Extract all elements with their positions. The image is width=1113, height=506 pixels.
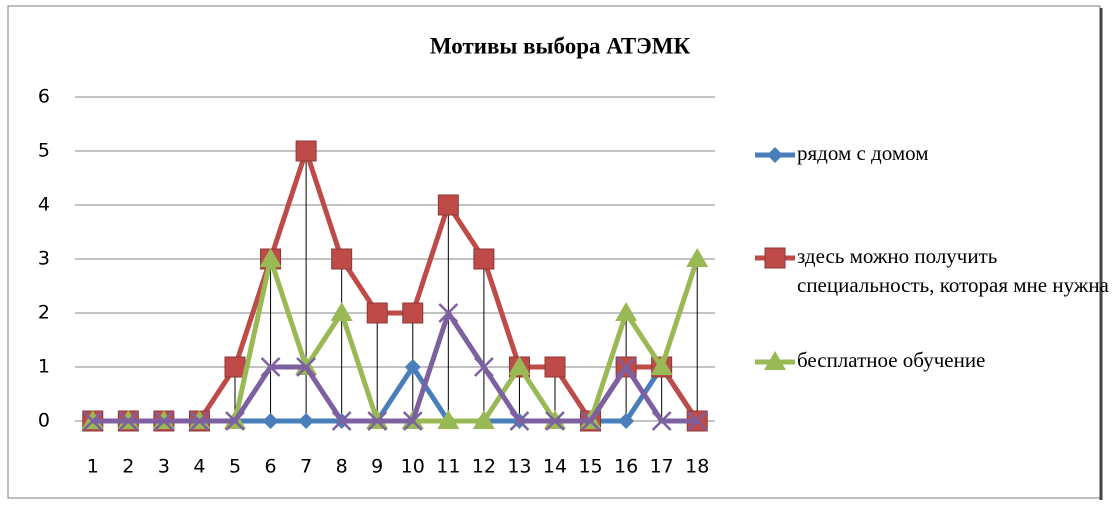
x-tick-label: 10 — [401, 456, 425, 478]
x-tick-label: 4 — [193, 456, 205, 478]
marker — [438, 303, 459, 323]
x-tick-label: 15 — [578, 456, 602, 478]
marker — [330, 302, 353, 321]
x-tick-label: 7 — [300, 456, 312, 478]
marker — [295, 140, 317, 162]
marker — [764, 351, 786, 370]
marker — [616, 357, 636, 377]
x-tick-label: 12 — [472, 456, 496, 478]
marker — [225, 411, 245, 431]
marker — [615, 302, 638, 321]
marker — [331, 248, 353, 270]
marker — [82, 411, 103, 431]
marker — [686, 248, 709, 267]
marker — [118, 411, 139, 431]
y-tick-label: 0 — [38, 410, 50, 432]
x-tick-label: 17 — [650, 456, 674, 478]
x-tick-label: 3 — [158, 456, 170, 478]
marker — [367, 411, 388, 431]
y-tick-label: 2 — [38, 302, 50, 324]
marker — [437, 194, 459, 216]
y-tick-label: 3 — [38, 248, 50, 270]
marker — [366, 302, 388, 324]
x-tick-label: 2 — [122, 456, 134, 478]
series-line — [92, 310, 698, 424]
y-tick-label: 1 — [38, 356, 50, 378]
marker — [650, 356, 673, 375]
y-tick-label: 5 — [38, 140, 50, 162]
x-tick-label: 18 — [685, 456, 709, 478]
x-tick-label: 1 — [87, 456, 99, 478]
x-tick-label: 8 — [336, 456, 348, 478]
marker — [404, 359, 421, 375]
marker — [224, 356, 246, 378]
marker — [259, 248, 282, 267]
marker — [509, 411, 530, 431]
marker — [545, 411, 565, 431]
y-tick-label: 6 — [38, 86, 50, 108]
marker — [651, 411, 672, 431]
marker — [544, 356, 566, 378]
x-tick-label: 11 — [436, 456, 460, 478]
x-tick-label: 14 — [543, 456, 567, 478]
marker — [296, 357, 316, 377]
legend-label: рядом с домом — [797, 141, 929, 165]
marker — [402, 411, 423, 431]
marker — [154, 411, 174, 431]
x-tick-label: 16 — [614, 456, 638, 478]
marker — [687, 411, 708, 431]
chart-title: Мотивы выбора АТЭМК — [430, 33, 691, 58]
x-tick-label: 9 — [371, 456, 383, 478]
x-tick-label: 6 — [265, 456, 277, 478]
marker — [767, 147, 783, 163]
legend-label: бесплатное обучение — [797, 348, 986, 372]
marker — [298, 413, 315, 429]
marker — [508, 356, 531, 375]
marker — [331, 411, 352, 431]
marker — [473, 248, 495, 270]
marker — [189, 411, 210, 431]
marker — [580, 411, 601, 431]
marker — [764, 247, 786, 269]
marker — [472, 410, 495, 429]
marker — [262, 413, 279, 429]
marker — [260, 357, 281, 377]
marker — [618, 413, 635, 429]
legend-label: здесь можно получить специальность, кото… — [797, 244, 1109, 297]
y-tick-label: 4 — [38, 194, 50, 216]
marker — [402, 302, 424, 324]
marker — [474, 357, 494, 377]
x-tick-label: 5 — [229, 456, 241, 478]
marker — [437, 410, 460, 429]
x-tick-label: 13 — [507, 456, 531, 478]
